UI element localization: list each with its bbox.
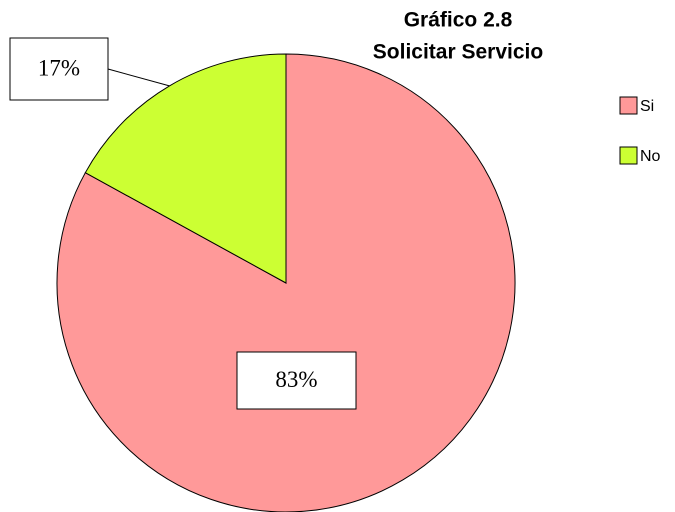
label-box	[9, 37, 109, 101]
leader-line	[107, 68, 170, 87]
legend-swatch	[619, 146, 638, 165]
value-label: 17%	[38, 55, 80, 80]
value-label: 83%	[275, 367, 317, 392]
chart-title: Gráfico 2.8	[404, 9, 513, 32]
legend-label: No	[640, 148, 661, 165]
pie-slice	[84, 53, 287, 284]
chart-subtitle: Solicitar Servicio	[373, 41, 543, 64]
label-box	[236, 351, 357, 410]
legend-swatch	[619, 96, 638, 115]
legend-label: Si	[640, 98, 654, 115]
